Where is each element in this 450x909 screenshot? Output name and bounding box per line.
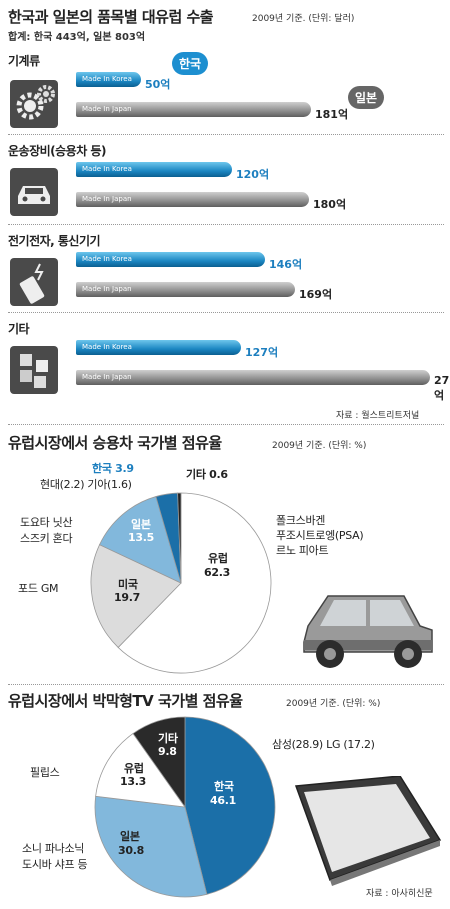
car-icon [10, 168, 58, 216]
tv-europe-label: 유럽 [124, 762, 144, 775]
japan-value-label: 169억 [299, 288, 333, 301]
japan-bar: Made In Japan [76, 370, 430, 385]
tv-japan-value: 30.8 [118, 844, 144, 857]
car-europe-value: 62.3 [204, 566, 230, 579]
korea-bar: Made In Korea [76, 162, 232, 177]
gear-icon [10, 80, 58, 128]
tv-other-label: 기타 [158, 732, 178, 745]
korea-value-label: 120억 [236, 168, 270, 181]
tv-source: 자료 : 아사히신문 [366, 889, 433, 899]
tv-pie [94, 716, 276, 898]
exports-note: 2009년 기준. (단위: 달러) [252, 14, 355, 24]
tv-europe-value: 13.3 [120, 775, 146, 788]
car-europe-detail-1: 폴크스바겐 [276, 514, 326, 527]
car-usa-label: 미국 [118, 578, 138, 591]
korea-bar: Made In Korea [76, 340, 241, 355]
japan-bar: Made In Japan [76, 192, 309, 207]
tv-europe-detail: 필립스 [30, 766, 60, 779]
korea-bar: Made In Korea [76, 72, 141, 87]
exports-subtitle: 합계: 한국 443억, 일본 803억 [8, 32, 146, 43]
japan-bubble: 일본 [348, 86, 385, 109]
car-japan-label: 일본 [131, 518, 151, 531]
bar-origin-label: Made In Japan [82, 195, 132, 203]
car-japan-value: 13.5 [128, 531, 154, 544]
pie-slice-4 [177, 492, 182, 584]
tv-illustration [294, 776, 442, 886]
car-korea-detail: 현대(2.2) 기아(1.6) [40, 478, 132, 491]
tv-other-value: 9.8 [158, 745, 177, 758]
category-label: 기계류 [8, 54, 40, 68]
korea-value-label: 127억 [245, 346, 279, 359]
mobile-phone-icon [10, 258, 58, 306]
japan-bar: Made In Japan [76, 102, 311, 117]
category-label: 전기전자, 통신기기 [8, 234, 101, 248]
car-usa-value: 19.7 [114, 591, 140, 604]
boxes-icon [10, 346, 58, 394]
korea-bubble: 한국 [172, 52, 209, 75]
korea-value-label: 50억 [145, 78, 171, 91]
tv-korea-label: 한국 [214, 780, 234, 793]
tv-korea-value: 46.1 [210, 794, 236, 807]
car-europe-label: 유럽 [208, 552, 228, 565]
car-note: 2009년 기준. (단위: %) [272, 441, 367, 451]
exports-title: 한국과 일본의 품목별 대유럽 수출 [8, 8, 214, 26]
pie-slice-0 [117, 492, 272, 674]
exports-source: 자료 : 월스트리트저널 [336, 411, 420, 421]
car-europe-detail-2: 푸조시트로엥(PSA) [276, 529, 364, 542]
bar-origin-label: Made In Japan [82, 373, 132, 381]
tv-title: 유럽시장에서 박막형TV 국가별 점유율 [8, 692, 243, 710]
tv-japan-detail-1: 소니 파나소닉 [22, 842, 85, 855]
tv-japan-label: 일본 [120, 830, 140, 843]
pie-slice-3 [132, 716, 186, 809]
bar-origin-label: Made In Korea [82, 343, 132, 351]
car-title: 유럽시장에서 승용차 국가별 점유율 [8, 434, 222, 452]
category-label: 기타 [8, 322, 30, 336]
pie-slice-1 [94, 795, 208, 898]
bar-origin-label: Made In Japan [82, 285, 132, 293]
bar-origin-label: Made In Korea [82, 165, 132, 173]
bar-origin-label: Made In Japan [82, 105, 132, 113]
car-europe-detail-3: 르노 피아트 [276, 544, 329, 557]
car-illustration [303, 595, 433, 668]
japan-value-label: 180억 [313, 198, 347, 211]
car-pie [90, 492, 272, 674]
bar-origin-label: Made In Korea [82, 75, 132, 83]
pie-slice-2 [99, 496, 182, 584]
japan-value-label: 273억 [434, 374, 450, 402]
korea-bar: Made In Korea [76, 252, 265, 267]
pie-slice-2 [95, 732, 186, 808]
pie-slice-0 [184, 716, 276, 895]
category-label: 운송장비(승용차 등) [8, 144, 106, 158]
car-japan-detail-2: 스즈키 혼다 [20, 532, 73, 545]
tv-note: 2009년 기준. (단위: %) [286, 699, 381, 709]
japan-value-label: 181억 [315, 108, 349, 121]
car-korea-label: 한국 3.9 [92, 462, 134, 475]
korea-value-label: 146억 [269, 258, 303, 271]
car-usa-detail: 포드 GM [18, 582, 59, 595]
tv-korea-detail: 삼성(28.9) LG (17.2) [272, 738, 375, 751]
pie-slice-1 [90, 544, 182, 648]
car-other-label: 기타 0.6 [186, 468, 228, 481]
car-japan-detail-1: 도요타 닛산 [20, 516, 73, 529]
bar-origin-label: Made In Korea [82, 255, 132, 263]
japan-bar: Made In Japan [76, 282, 295, 297]
tv-japan-detail-2: 도시바 샤프 등 [22, 858, 88, 871]
